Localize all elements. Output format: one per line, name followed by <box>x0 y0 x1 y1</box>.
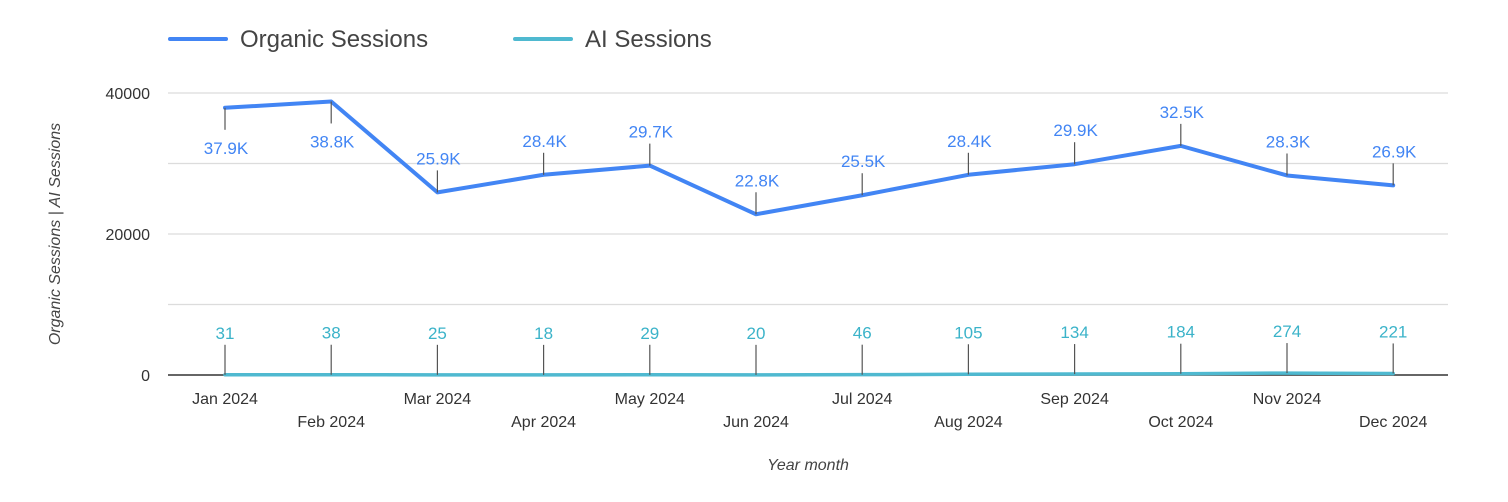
x-tick-label: Nov 2024 <box>1253 391 1322 408</box>
series-line <box>223 99 1396 217</box>
data-label: 20 <box>747 324 766 343</box>
x-tick-label: Sep 2024 <box>1040 391 1109 408</box>
data-label: 26.9K <box>1372 142 1417 161</box>
series-group <box>223 99 1396 377</box>
y-tick-label: 40000 <box>106 86 151 103</box>
data-labels: 37.9K 38.8K 25.9K 28.4K 29.7K 22.8K 25.5K 28.4K… <box>204 101 1417 375</box>
data-label: 46 <box>853 324 872 343</box>
legend-label: Organic Sessions <box>240 26 428 53</box>
data-label: 221 <box>1379 322 1407 341</box>
data-label: 25.5K <box>841 152 886 171</box>
data-label: 29 <box>640 324 659 343</box>
legend: Organic Sessions AI Sessions <box>168 26 712 53</box>
data-label: 18 <box>534 324 553 343</box>
x-tick-label: May 2024 <box>615 391 685 408</box>
x-tick-label: Mar 2024 <box>404 391 472 408</box>
x-axis-ticks: Jan 2024 Feb 2024 Mar 2024 Apr 2024 May 2024… <box>192 391 1427 431</box>
y-axis-ticks: 0 20000 40000 <box>106 86 151 385</box>
data-label: 28.4K <box>522 132 567 151</box>
data-label: 32.5K <box>1160 103 1205 122</box>
data-label: 25.9K <box>416 149 461 168</box>
data-label: 28.3K <box>1266 132 1311 151</box>
legend-label: AI Sessions <box>585 26 712 53</box>
series-line <box>223 371 1395 377</box>
y-tick-label: 0 <box>141 368 150 385</box>
data-label: 105 <box>954 323 982 342</box>
data-label: 38 <box>322 324 341 343</box>
x-tick-label: Feb 2024 <box>297 414 365 431</box>
data-label: 274 <box>1273 322 1301 341</box>
x-tick-label: Jun 2024 <box>723 414 789 431</box>
x-tick-label: Dec 2024 <box>1359 414 1428 431</box>
data-label: 22.8K <box>735 171 780 190</box>
data-label: 37.9K <box>204 139 249 158</box>
grid-lines <box>168 92 1448 376</box>
x-tick-label: Jan 2024 <box>192 391 258 408</box>
x-tick-label: Apr 2024 <box>511 414 576 431</box>
data-label: 38.8K <box>310 132 355 151</box>
data-label: 25 <box>428 324 447 343</box>
y-tick-label: 20000 <box>106 227 151 244</box>
x-tick-label: Jul 2024 <box>832 391 893 408</box>
data-label: 29.7K <box>629 123 674 142</box>
x-tick-label: Oct 2024 <box>1148 414 1213 431</box>
y-axis-title: Organic Sessions | AI Sessions <box>47 123 64 345</box>
x-tick-label: Aug 2024 <box>934 414 1003 431</box>
data-label: 31 <box>216 324 235 343</box>
x-axis-title: Year month <box>767 457 849 474</box>
data-label: 28.4K <box>947 132 992 151</box>
data-label: 184 <box>1167 323 1195 342</box>
data-label: 29.9K <box>1053 121 1098 140</box>
data-label: 134 <box>1060 323 1088 342</box>
